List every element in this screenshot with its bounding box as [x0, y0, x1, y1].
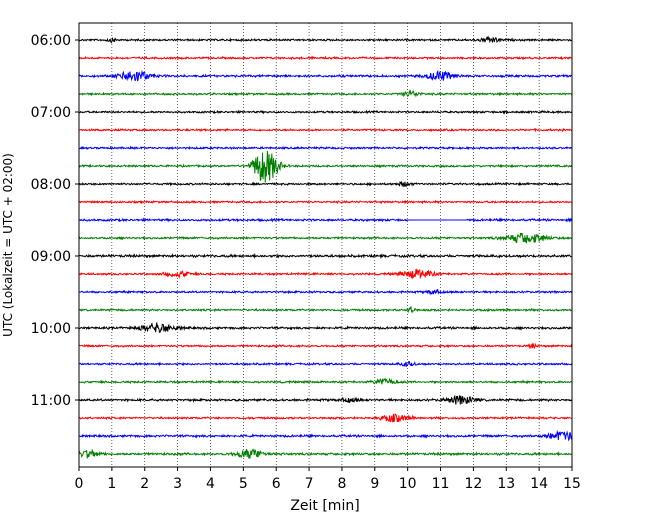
x-tick-label-0: 0	[75, 476, 84, 492]
vertical-gridlines	[111, 23, 540, 467]
trace-1030	[78, 361, 573, 368]
x-tick-label-7: 7	[305, 476, 314, 492]
trace-0915	[78, 268, 573, 280]
x-tick-label-11: 11	[432, 476, 450, 492]
x-tick-label-5: 5	[239, 476, 248, 492]
trace-1045	[78, 377, 573, 385]
plot-area	[79, 23, 572, 467]
trace-0930	[78, 288, 573, 296]
x-tick-label-15: 15	[563, 476, 581, 492]
trace-1015	[78, 342, 573, 350]
trace-0615	[78, 55, 573, 61]
x-tick-label-10: 10	[399, 476, 417, 492]
seismogram-traces	[78, 35, 573, 459]
trace-1145	[78, 448, 573, 459]
y-tick-label-0900: 09:00	[31, 249, 71, 265]
trace-0815	[78, 199, 573, 205]
x-tick-label-9: 9	[370, 476, 379, 492]
trace-1130	[78, 429, 573, 442]
trace-0715	[78, 127, 573, 133]
trace-0600	[78, 35, 573, 44]
x-tick-label-3: 3	[173, 476, 182, 492]
plot-frame	[78, 22, 573, 468]
x-tick-label-2: 2	[140, 476, 149, 492]
trace-1000	[78, 322, 573, 333]
trace-0745	[78, 151, 572, 183]
trace-0830	[78, 217, 573, 223]
y-tick-label-1100: 11:00	[31, 393, 71, 409]
trace-1115	[78, 413, 573, 423]
x-tick-label-6: 6	[272, 476, 281, 492]
trace-1100	[78, 394, 573, 405]
x-axis-label: Zeit [min]	[290, 498, 359, 514]
trace-0700	[78, 109, 573, 115]
trace-0900	[78, 252, 573, 260]
trace-0845	[78, 232, 573, 244]
trace-0730	[78, 145, 573, 151]
y-axis-label: UTC (Lokalzeit = UTC + 02:00)	[1, 153, 15, 337]
x-tick-label-14: 14	[530, 476, 548, 492]
trace-0945	[78, 305, 573, 314]
x-tick-label-4: 4	[206, 476, 215, 492]
y-tick-label-0600: 06:00	[31, 33, 71, 49]
y-tick-label-0700: 07:00	[31, 105, 71, 121]
x-tick-label-8: 8	[337, 476, 346, 492]
trace-0645	[78, 89, 573, 98]
y-tick-label-0800: 08:00	[31, 177, 71, 193]
x-tick-label-13: 13	[497, 476, 515, 492]
x-axis-ticks: 0 1 2 3 4 5 6 7 8 9 10 11 12 13 14 15	[75, 467, 581, 492]
trace-0800	[78, 180, 573, 188]
y-tick-label-1000: 10:00	[31, 321, 71, 337]
x-tick-label-12: 12	[464, 476, 482, 492]
y-axis-ticks: 06:00 07:00 08:00 09:00 10:00 11:00	[31, 33, 79, 409]
trace-0630	[78, 69, 573, 82]
x-tick-label-1: 1	[107, 476, 116, 492]
